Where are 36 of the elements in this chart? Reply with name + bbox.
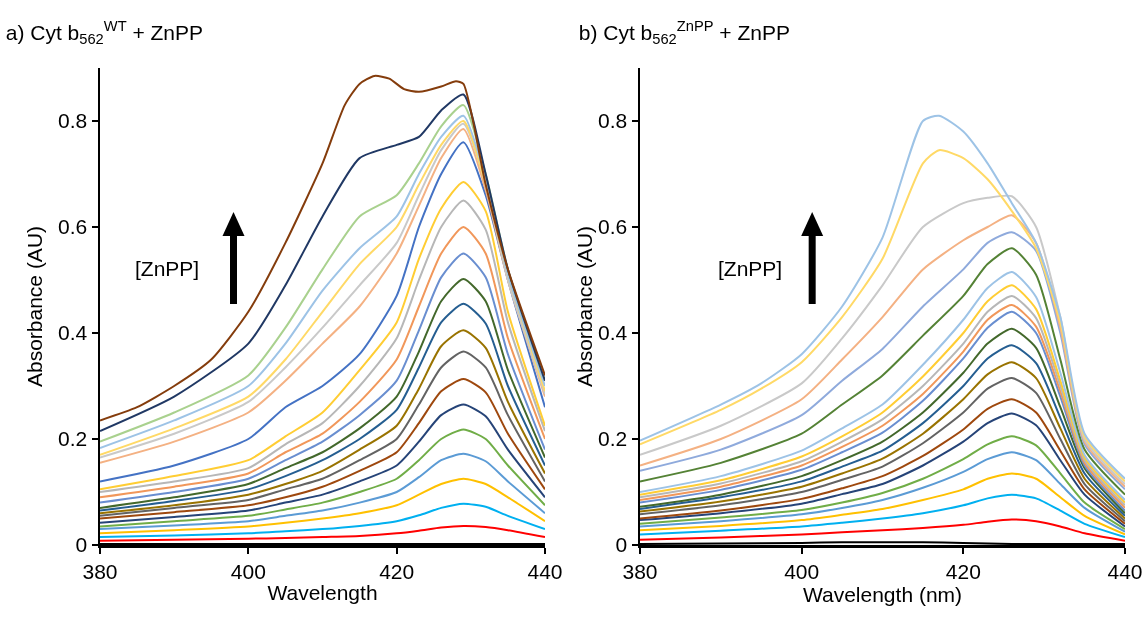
line-series <box>100 502 545 539</box>
x-axis-title: Wavelength (nm) <box>802 582 963 606</box>
y-axis-title: Absorbance (AU) <box>23 225 46 388</box>
line-series <box>100 378 545 520</box>
y-axis-title: Absorbance (AU) <box>573 225 596 388</box>
x-tick-label: 400 <box>230 559 266 583</box>
annotation: [ZnPP] <box>718 257 783 280</box>
chart-title: a) Cyt b$_{562}$$^{WT}$ + ZnPP <box>5 17 204 47</box>
line-series <box>640 472 1125 536</box>
y-tick-label: 0.6 <box>598 215 628 239</box>
x-tick-label: 380 <box>82 559 118 583</box>
y-tick-label: 0.2 <box>58 427 88 451</box>
x-axis-title: Wavelength <box>267 581 378 605</box>
y-tick-label: 0 <box>615 533 628 557</box>
y-tick-label: 0.4 <box>598 321 628 345</box>
y-tick-label: 0.6 <box>58 215 88 239</box>
y-tick-label: 0 <box>75 533 88 557</box>
y-tick-label: 0.4 <box>58 321 88 345</box>
line-series <box>640 493 1125 539</box>
x-tick-label: 420 <box>379 559 415 583</box>
line-series <box>100 428 545 528</box>
y-tick-label: 0.8 <box>58 109 88 133</box>
line-series <box>100 403 545 524</box>
annotation: [ZnPP] <box>135 257 200 280</box>
y-tick-label: 0.2 <box>598 427 628 451</box>
line-series <box>640 435 1125 531</box>
x-tick-label: 400 <box>784 559 820 583</box>
line-series <box>640 451 1125 533</box>
x-tick-label: 420 <box>945 559 981 583</box>
chart-title: b) Cyt b$_{562}$$^{ZnPP}$ + ZnPP <box>578 17 790 47</box>
line-series <box>100 477 545 535</box>
x-tick-label: 440 <box>1107 559 1143 583</box>
y-tick-label: 0.8 <box>598 109 628 133</box>
x-tick-label: 380 <box>622 559 658 583</box>
line-series <box>100 452 545 531</box>
x-tick-label: 440 <box>527 559 563 583</box>
